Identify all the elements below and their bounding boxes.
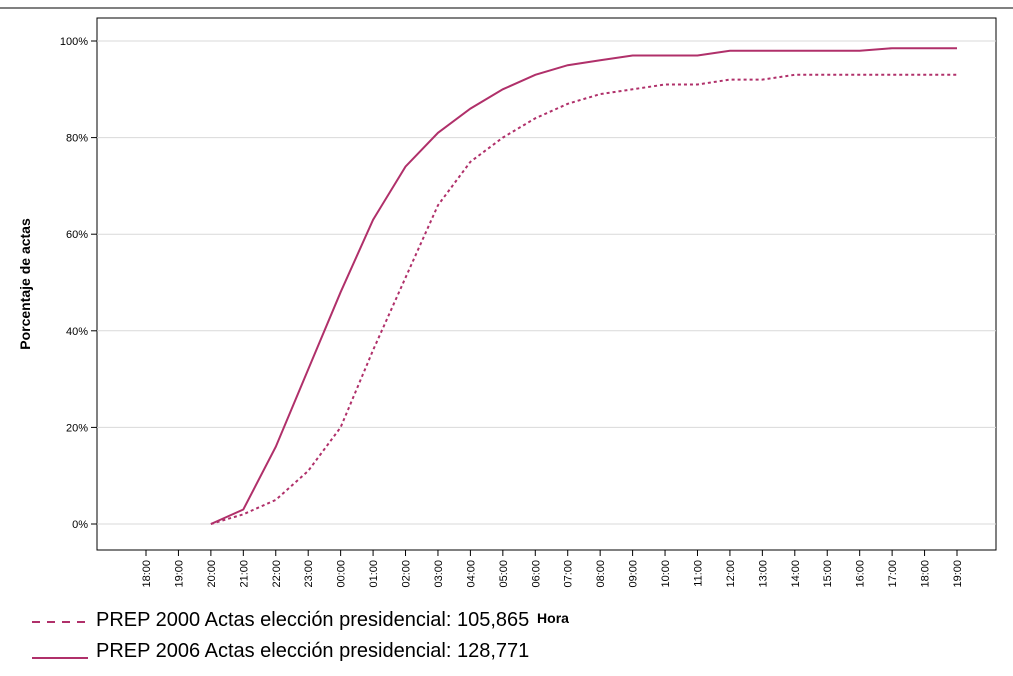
y-tick-label: 20% bbox=[66, 422, 88, 434]
plot-area-frame bbox=[96, 17, 997, 551]
y-tick-label: 100% bbox=[60, 36, 88, 48]
x-tick-label: 15:00 bbox=[822, 560, 834, 588]
y-axis-title: Porcentaje de actas bbox=[17, 218, 33, 350]
y-tick-label: 60% bbox=[66, 229, 88, 241]
x-tick-label: 16:00 bbox=[855, 560, 867, 588]
legend-label-prep-2006: PREP 2006 Actas elección presidencial: 1… bbox=[96, 640, 530, 662]
x-tick-label: 08:00 bbox=[595, 560, 607, 588]
x-tick-label: 17:00 bbox=[887, 560, 899, 588]
legend-label-prep-2000: PREP 2000 Actas elección presidencial: 1… bbox=[96, 609, 530, 631]
y-axis-ticks: 0% 20% 40% 60% 80% 100% bbox=[60, 36, 97, 531]
x-tick-label: 19:00 bbox=[952, 560, 964, 588]
x-tick-label: 10:00 bbox=[660, 560, 672, 588]
x-axis-title: Hora bbox=[537, 610, 569, 626]
x-tick-label: 21:00 bbox=[238, 560, 250, 588]
x-tick-label: 02:00 bbox=[401, 560, 413, 588]
x-tick-label: 18:00 bbox=[141, 560, 153, 588]
gridlines bbox=[97, 40, 996, 525]
x-tick-label: 04:00 bbox=[465, 560, 477, 588]
x-tick-label: 05:00 bbox=[498, 560, 510, 588]
x-tick-label: 22:00 bbox=[271, 560, 283, 588]
series-line-1 bbox=[210, 47, 957, 525]
x-tick-label: 03:00 bbox=[433, 560, 445, 588]
x-tick-label: 11:00 bbox=[692, 560, 704, 587]
x-tick-label: 09:00 bbox=[628, 560, 640, 588]
y-tick-label: 0% bbox=[72, 519, 88, 531]
x-axis-ticks: 18:00 19:00 20:00 21:00 22:00 23:00 00:00 01:00… bbox=[141, 550, 964, 588]
x-tick-label: 12:00 bbox=[725, 560, 737, 588]
y-tick-label: 40% bbox=[66, 326, 88, 338]
series-lines bbox=[210, 47, 957, 525]
x-tick-label: 18:00 bbox=[920, 560, 932, 588]
x-tick-label: 20:00 bbox=[206, 560, 218, 588]
x-tick-label: 00:00 bbox=[336, 560, 348, 588]
x-tick-label: 23:00 bbox=[303, 560, 315, 588]
x-tick-label: 13:00 bbox=[757, 560, 769, 588]
x-tick-label: 06:00 bbox=[530, 560, 542, 588]
x-tick-label: 14:00 bbox=[790, 560, 802, 588]
x-tick-label: 19:00 bbox=[173, 560, 185, 588]
x-tick-label: 01:00 bbox=[368, 560, 380, 588]
x-tick-label: 07:00 bbox=[563, 560, 575, 588]
y-tick-label: 80% bbox=[66, 133, 88, 145]
series-line-0 bbox=[210, 73, 957, 525]
